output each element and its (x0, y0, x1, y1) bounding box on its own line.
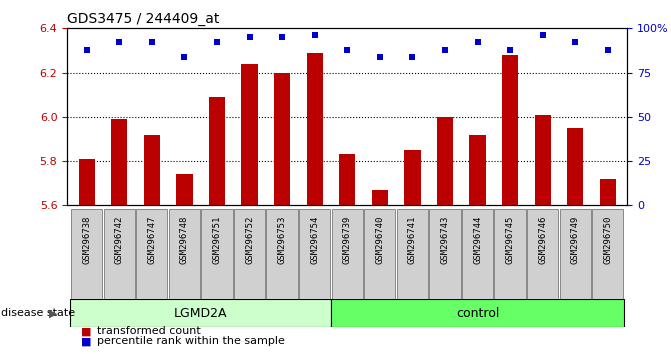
Text: GSM296753: GSM296753 (278, 216, 287, 264)
Bar (274, 73, 291, 205)
Point (114, 40, 125, 45)
Text: GSM296745: GSM296745 (506, 216, 515, 264)
Point (505, 47, 515, 52)
Bar (79, 159, 95, 205)
Point (179, 54, 190, 59)
Bar (307, 53, 323, 205)
Text: GSM296750: GSM296750 (603, 216, 613, 264)
Point (570, 40, 580, 45)
Bar (404, 150, 421, 205)
Bar (437, 117, 453, 205)
Text: GSM296752: GSM296752 (245, 216, 254, 264)
Bar (331, 299, 624, 327)
Text: GSM296741: GSM296741 (408, 216, 417, 264)
Text: GSM296748: GSM296748 (180, 216, 189, 264)
Text: disease state: disease state (1, 308, 74, 318)
Bar (331, 209, 363, 299)
Bar (266, 209, 298, 299)
Text: control: control (456, 307, 499, 320)
Text: percentile rank within the sample: percentile rank within the sample (97, 336, 285, 346)
Bar (560, 209, 591, 299)
Bar (600, 179, 616, 205)
Bar (176, 174, 193, 205)
Text: ▶: ▶ (48, 308, 57, 318)
Bar (495, 209, 526, 299)
Bar (535, 115, 551, 205)
Text: GSM296739: GSM296739 (343, 216, 352, 264)
Text: ■: ■ (81, 326, 91, 336)
Text: transformed count: transformed count (97, 326, 201, 336)
Bar (462, 209, 493, 299)
Text: GSM296744: GSM296744 (473, 216, 482, 264)
Point (146, 40, 157, 45)
Bar (209, 97, 225, 205)
Bar (527, 209, 558, 299)
Text: GSM296740: GSM296740 (375, 216, 384, 264)
Point (374, 54, 385, 59)
Bar (592, 209, 623, 299)
Bar (429, 209, 460, 299)
Point (244, 34, 255, 40)
Point (407, 54, 418, 59)
Bar (372, 190, 388, 205)
Bar (168, 209, 200, 299)
Bar (470, 135, 486, 205)
Bar (567, 128, 583, 205)
Text: GSM296742: GSM296742 (115, 216, 123, 264)
Point (603, 47, 613, 52)
Bar (103, 209, 135, 299)
Bar (242, 64, 258, 205)
Point (276, 34, 287, 40)
Text: GSM296738: GSM296738 (82, 216, 91, 264)
Point (211, 40, 222, 45)
Bar (71, 209, 102, 299)
Point (440, 47, 450, 52)
Bar (234, 209, 265, 299)
Text: GSM296754: GSM296754 (310, 216, 319, 264)
Bar (339, 154, 356, 205)
Point (342, 47, 353, 52)
Bar (397, 209, 428, 299)
Text: ■: ■ (81, 336, 91, 346)
Point (81, 47, 92, 52)
Point (537, 33, 548, 38)
Bar (299, 209, 330, 299)
Point (472, 40, 483, 45)
Text: GSM296749: GSM296749 (571, 216, 580, 264)
Bar (144, 135, 160, 205)
Point (309, 33, 320, 38)
Bar (136, 209, 168, 299)
Text: GDS3475 / 244409_at: GDS3475 / 244409_at (67, 12, 219, 26)
Bar (70, 299, 331, 327)
Text: GSM296747: GSM296747 (148, 216, 156, 264)
Text: LGMD2A: LGMD2A (174, 307, 227, 320)
Bar (111, 119, 127, 205)
Bar (201, 209, 233, 299)
Text: GSM296743: GSM296743 (440, 216, 450, 264)
Bar (502, 55, 518, 205)
Bar (364, 209, 395, 299)
Text: GSM296751: GSM296751 (213, 216, 221, 264)
Text: GSM296746: GSM296746 (538, 216, 547, 264)
